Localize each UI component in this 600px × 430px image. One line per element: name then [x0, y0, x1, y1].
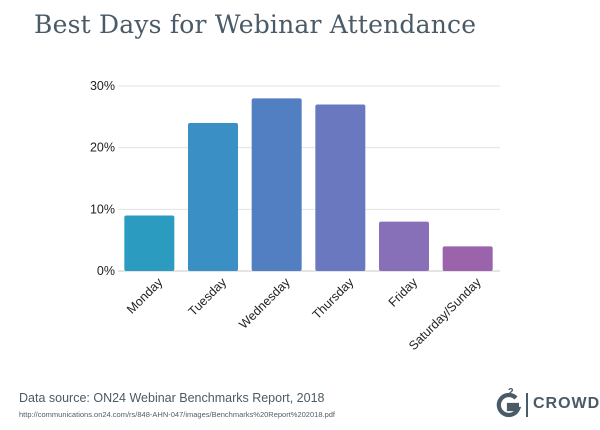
y-tick-label: 10%	[90, 202, 115, 216]
y-axis-ticks: 0% 10% 20% 30%	[90, 79, 115, 278]
source-url: http://communications.on24.com/rs/848-AH…	[19, 410, 335, 419]
gridlines	[118, 85, 500, 272]
bars	[124, 98, 493, 271]
y-tick-label: 0%	[97, 264, 115, 278]
logo-text: CROWD	[533, 395, 600, 412]
x-tick-label: Monday	[124, 275, 166, 317]
bar-chart: 0% 10% 20% 30% Monday Tuesday Wednesday Thursd…	[90, 79, 500, 353]
chart-title: Best Days for Webinar Attendance	[34, 10, 477, 39]
g-logo-icon	[496, 392, 522, 418]
bar-thursday	[315, 104, 366, 271]
bar-saturday-sunday	[442, 246, 493, 271]
bar-wednesday	[251, 98, 302, 271]
y-tick-label: 20%	[90, 141, 115, 155]
x-tick-label: Wednesday	[236, 275, 293, 332]
g2-crowd-logo: 2 CROWD	[494, 387, 599, 420]
x-axis-ticks: Monday Tuesday Wednesday Thursday FridaySatu…	[124, 275, 484, 353]
data-source-note: Data source: ON24 Webinar Benchmarks Rep…	[19, 391, 325, 405]
x-tick-label: Tuesday	[186, 275, 230, 319]
bar-friday	[379, 221, 429, 271]
bar-tuesday	[188, 123, 238, 271]
logo-divider	[526, 393, 528, 417]
x-tick-label: Friday	[386, 275, 421, 310]
y-tick-label: 30%	[90, 79, 115, 93]
bar-monday	[124, 215, 175, 271]
logo-superscript: 2	[508, 387, 514, 398]
x-tick-label: Thursday	[310, 275, 357, 322]
